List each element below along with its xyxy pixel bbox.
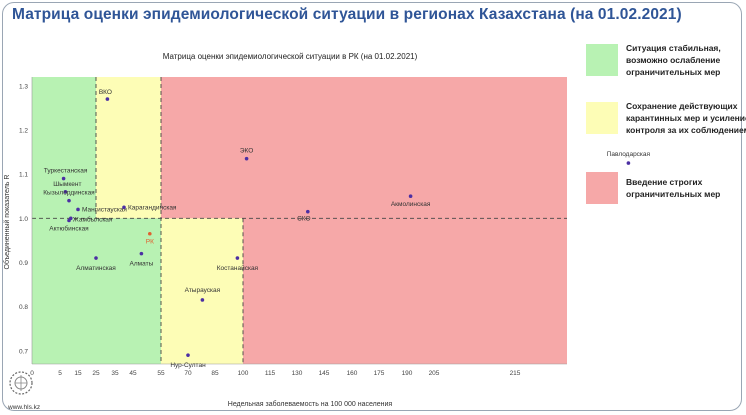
data-point-label: Карагандинская <box>128 204 177 211</box>
legend-swatch-green <box>586 44 618 76</box>
data-point-label: Туркестанская <box>44 168 88 175</box>
data-point <box>63 190 68 194</box>
legend-label-stable: Ситуация стабильная, возможно ослабление… <box>626 43 721 77</box>
data-point <box>67 218 71 223</box>
data-point-label: ЭКО <box>240 148 253 155</box>
points-layer: ВКО ЭКО Павлодарская Туркестанская Шымкент Кы… <box>43 89 650 369</box>
data-point-label: Алматы <box>130 261 154 268</box>
x-tick-label: 5 <box>58 370 62 377</box>
logo-url: www.hls.kz <box>8 404 41 411</box>
x-tick-label: 55 <box>157 370 165 377</box>
x-tick-label: 25 <box>92 370 100 377</box>
page-title: Матрица оценки эпидемиологической ситуац… <box>12 6 682 23</box>
slide-frame <box>2 2 742 411</box>
data-point <box>408 194 413 199</box>
y-tick-label: 1.2 <box>19 127 28 134</box>
x-tick-label: 205 <box>429 370 440 377</box>
data-point-label: Павлодарская <box>607 151 651 158</box>
y-axis-label: Объединенный показатель R <box>3 175 11 270</box>
zone-yellow-lower <box>161 218 243 364</box>
x-tick-label: 35 <box>111 370 119 377</box>
data-point <box>94 256 98 260</box>
legend-item-stable: Ситуация стабильная, возможно ослабление… <box>586 42 746 78</box>
x-tick-label: 45 <box>129 370 137 377</box>
data-point-label: РК <box>146 239 154 246</box>
data-point-label: Мангистауская <box>82 206 127 213</box>
data-point <box>626 161 631 165</box>
data-point-label: Кызылординская <box>43 190 95 197</box>
hls-logo-icon <box>9 371 33 395</box>
data-point-label: СКО <box>297 216 310 223</box>
data-point <box>76 207 80 212</box>
y-tick-label: 0.7 <box>19 348 28 355</box>
data-point-label: Жамбылская <box>73 215 113 223</box>
data-point-label: Акмолинская <box>391 201 431 208</box>
data-point-label: Костанайская <box>217 264 259 272</box>
data-point <box>105 97 110 101</box>
data-point-label: Атырауская <box>185 287 221 294</box>
y-tick-label: 1.0 <box>19 216 28 223</box>
legend-label-strict: Введение строгих ограничительных мер <box>626 177 721 199</box>
data-point <box>67 198 71 203</box>
x-axis-label: Недельная заболеваемость на 100 000 насе… <box>228 400 393 408</box>
y-tick-label: 1.1 <box>19 172 28 179</box>
data-point-label: Шымкент <box>53 181 81 188</box>
data-point <box>200 298 205 302</box>
x-tick-label: 215 <box>510 370 521 377</box>
legend-swatch-red <box>586 172 618 204</box>
y-tick-label: 1.3 <box>19 83 28 90</box>
data-point <box>122 205 126 210</box>
legend-label-maintain: Сохранение действующих карантинных мер и… <box>626 101 746 135</box>
x-tick-label: 175 <box>374 370 385 377</box>
data-point-label: Актюбинская <box>49 225 89 233</box>
x-tick-label: 130 <box>292 370 303 377</box>
data-point-label: Алматинская <box>76 265 116 272</box>
x-tick-label: 85 <box>211 370 219 377</box>
x-tick-label: 15 <box>74 370 82 377</box>
x-tick-label: 0 <box>30 370 34 377</box>
data-point-label: Нур-Султан <box>170 362 206 369</box>
x-tick-label: 160 <box>347 370 358 377</box>
data-point <box>148 231 152 236</box>
threshold-lines <box>32 77 567 364</box>
x-tick-label: 115 <box>265 370 276 377</box>
data-point <box>186 353 190 357</box>
data-point <box>306 209 310 214</box>
zone-yellow-upper <box>96 77 161 219</box>
zone-green-lower <box>32 218 161 364</box>
legend-swatch-yellow <box>586 102 618 134</box>
data-point <box>244 156 249 161</box>
data-point <box>139 251 144 256</box>
zones-layer <box>32 77 567 364</box>
x-tick-label: 190 <box>402 370 413 377</box>
x-tick-label: 100 <box>238 370 249 377</box>
data-point <box>61 176 66 181</box>
y-tick-label: 0.8 <box>19 304 28 311</box>
x-tick-label: 145 <box>319 370 330 377</box>
legend-item-maintain: Сохранение действующих карантинных мер и… <box>586 100 746 136</box>
y-tick-label: 0.9 <box>19 260 28 267</box>
chart-title: Матрица оценки эпидемиологической ситуац… <box>162 52 418 61</box>
legend-item-strict: Введение строгих ограничительных мер <box>586 172 746 204</box>
data-point <box>235 256 240 260</box>
x-tick-label: 70 <box>184 370 192 377</box>
data-point-label: ВКО <box>99 89 112 96</box>
axes: 0.7 0.8 0.9 1.0 1.1 1.2 1.3 0 5 15 25 35 45 55 70 85 100… <box>19 77 567 377</box>
